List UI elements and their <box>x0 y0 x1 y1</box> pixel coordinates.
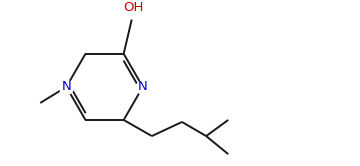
Text: OH: OH <box>123 0 144 14</box>
Text: N: N <box>138 80 148 93</box>
Text: N: N <box>62 80 71 93</box>
